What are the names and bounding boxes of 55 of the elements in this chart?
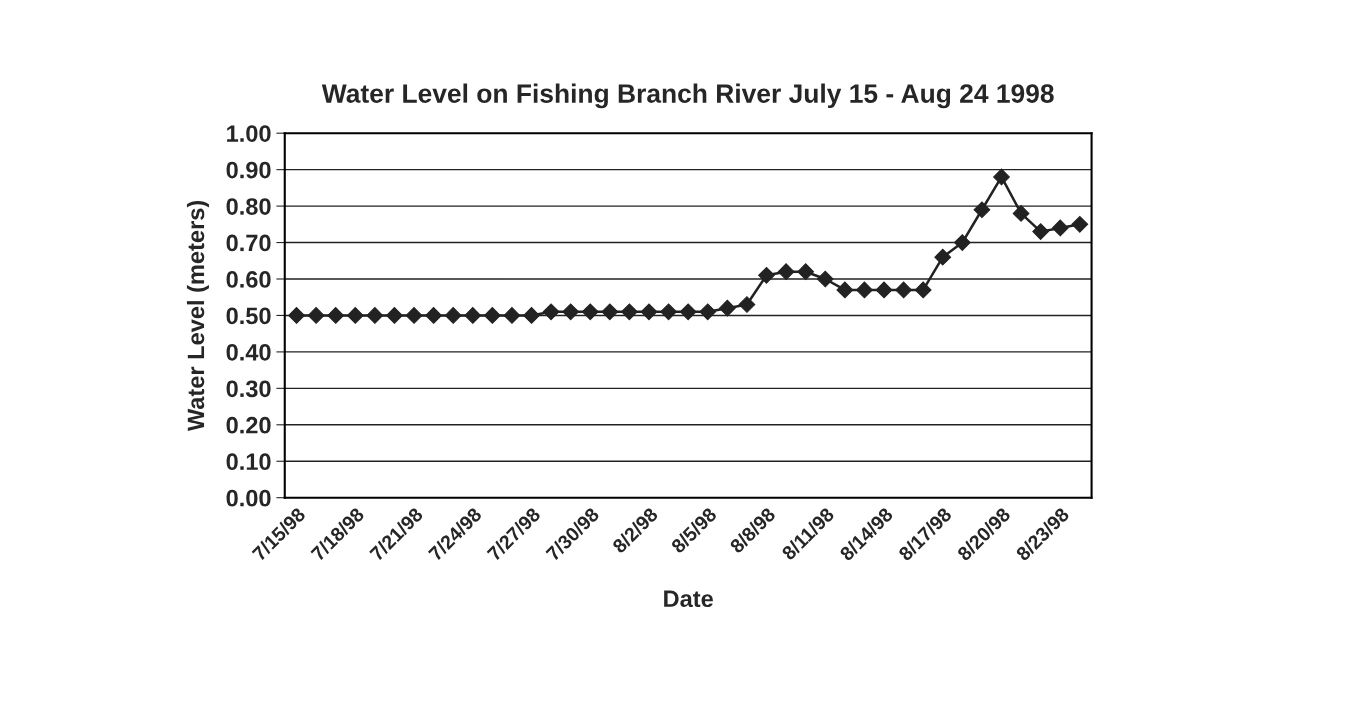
y-tick-label: 0.30: [226, 380, 271, 398]
point: [699, 303, 717, 321]
point: [288, 307, 305, 324]
point: [895, 281, 912, 299]
point: [973, 201, 991, 219]
point: [738, 296, 756, 313]
point: [836, 281, 854, 299]
y-tick-label: 0.20: [226, 416, 271, 434]
y-axis-title: Water Level (meters): [186, 200, 209, 432]
y-tick-label: 0.40: [226, 343, 271, 361]
point: [523, 307, 540, 324]
point: [621, 303, 638, 321]
point: [1032, 223, 1050, 240]
y-tick-label: 0.00: [226, 489, 271, 507]
point: [777, 263, 795, 281]
point: [307, 307, 325, 324]
point: [914, 281, 932, 299]
point: [464, 307, 482, 324]
point: [856, 281, 873, 299]
point: [1071, 215, 1089, 233]
point: [425, 307, 442, 324]
point: [875, 281, 893, 299]
point: [581, 303, 599, 321]
y-tick-label: 0.70: [226, 234, 271, 252]
point: [366, 307, 384, 324]
point: [1012, 205, 1030, 222]
point: [405, 307, 423, 324]
y-tick-label: 1.00: [227, 125, 271, 142]
chart-title: Water Level on Fishing Branch River July 15 - Aug 24 1998: [321, 83, 1054, 109]
y-tick-label: 0.50: [226, 307, 271, 325]
point: [444, 307, 462, 324]
point: [503, 307, 521, 324]
point: [601, 303, 619, 321]
y-tick-label: 0.80: [226, 198, 271, 215]
point: [993, 168, 1010, 186]
point: [718, 299, 736, 317]
y-tick-label: 0.10: [226, 453, 271, 471]
point: [1051, 219, 1069, 237]
point: [797, 263, 815, 281]
point: [483, 307, 501, 324]
point: [953, 234, 971, 251]
point: [679, 303, 697, 321]
point: [758, 266, 775, 284]
point: [640, 303, 658, 321]
y-tick-label: 0.60: [226, 271, 271, 288]
point: [327, 307, 345, 324]
y-tick-label: 0.90: [226, 161, 271, 179]
x-axis-title: Date: [664, 590, 713, 608]
point: [346, 307, 364, 324]
point: [542, 303, 560, 321]
point: [934, 248, 952, 266]
point: [562, 303, 580, 321]
point: [386, 307, 403, 324]
point: [660, 303, 677, 321]
point: [816, 270, 834, 288]
